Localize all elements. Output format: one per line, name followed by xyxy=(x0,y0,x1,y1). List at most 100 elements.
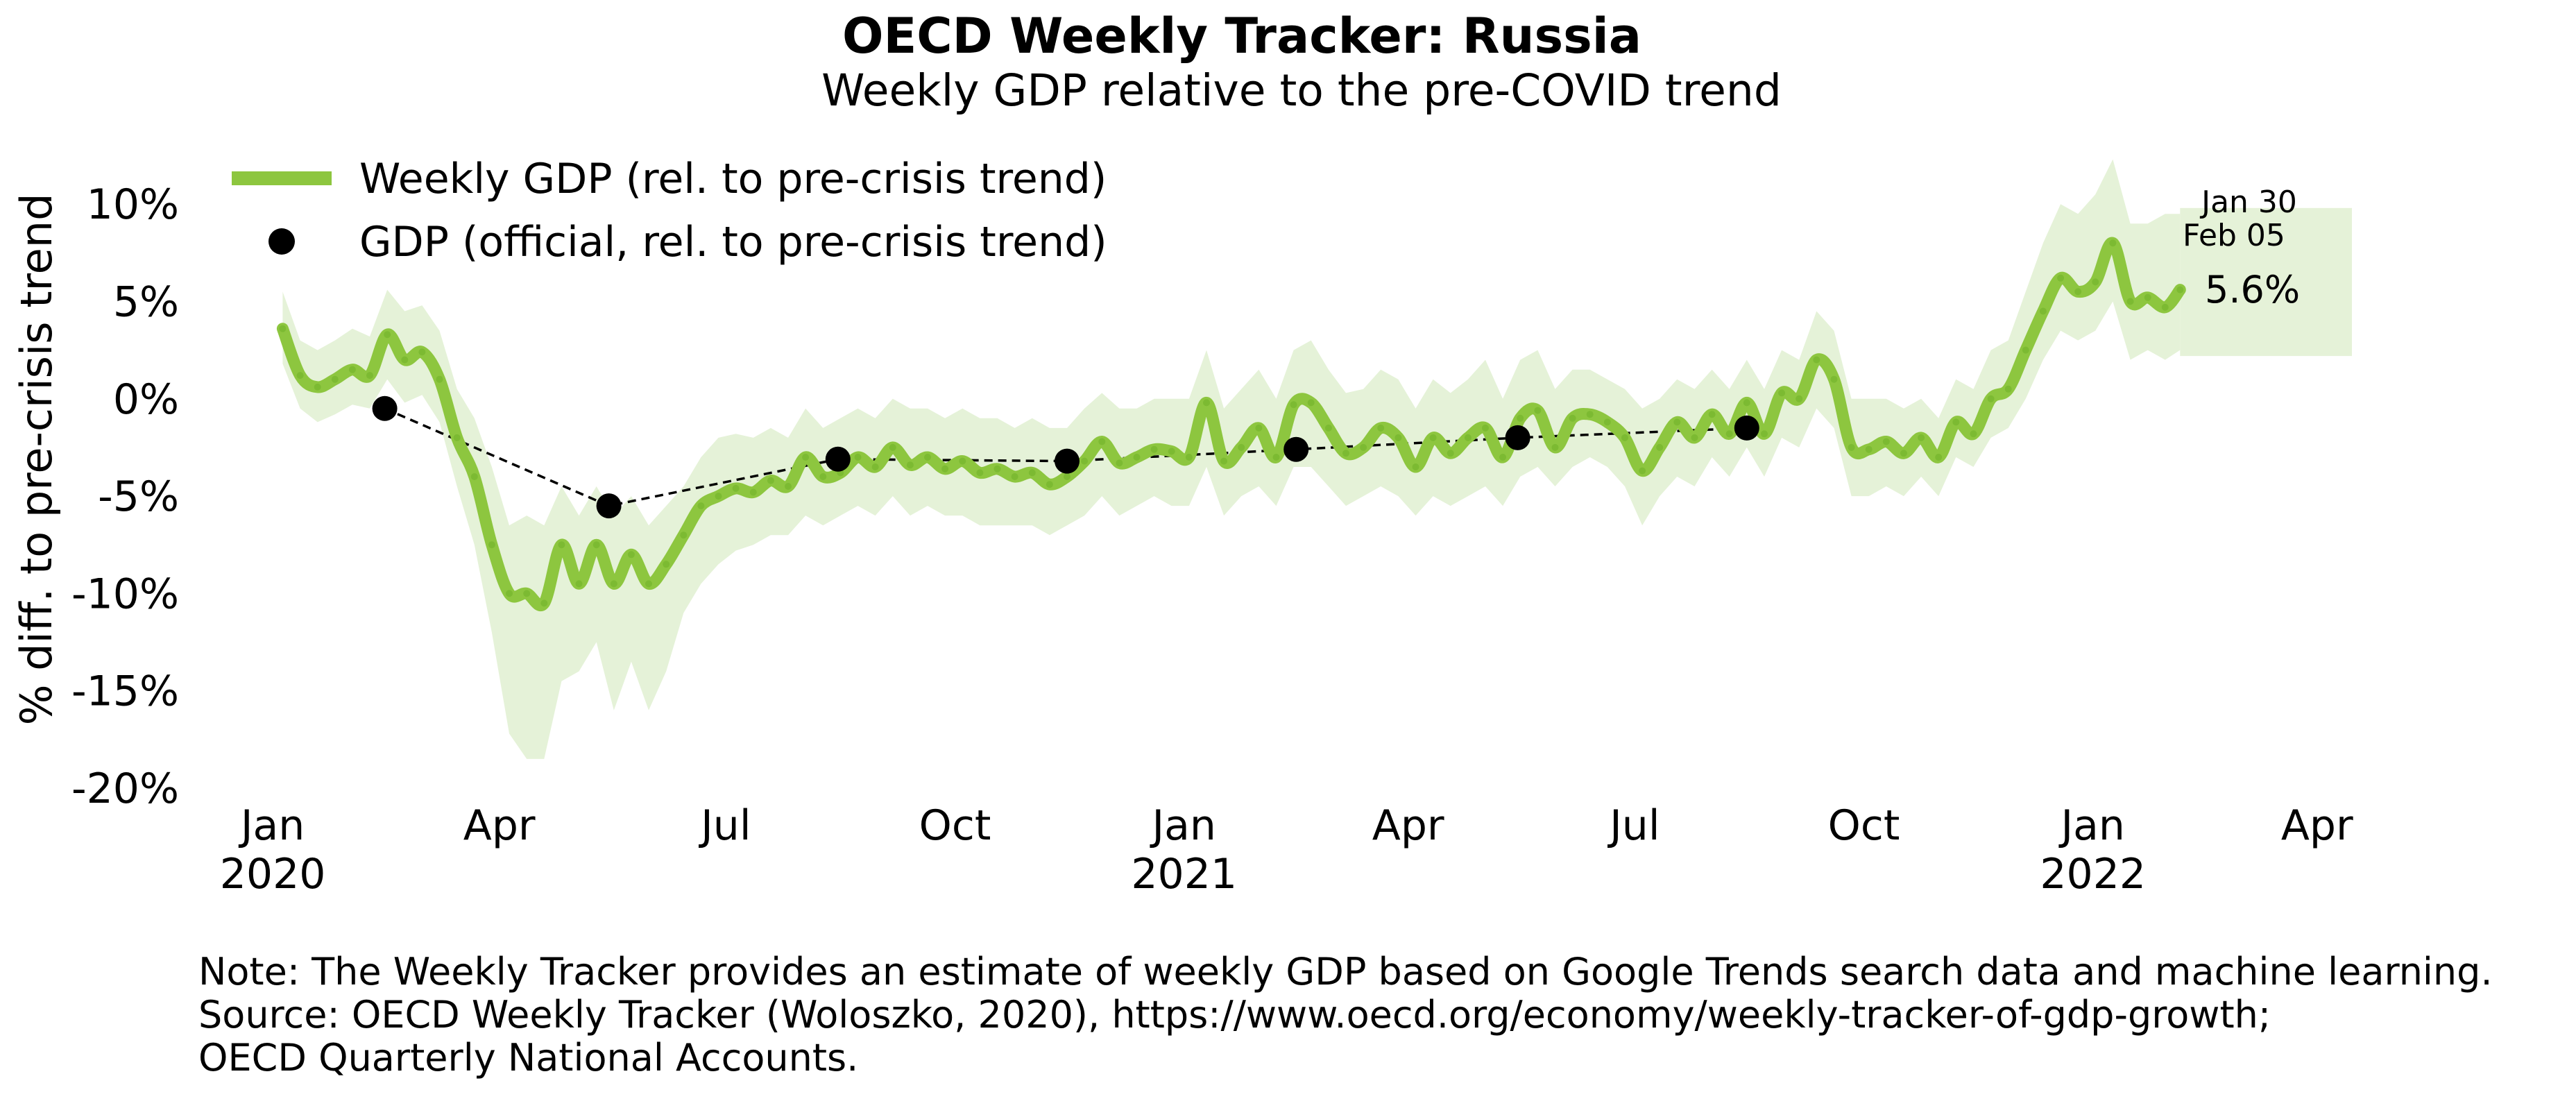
weekly-gdp-point xyxy=(697,502,705,510)
weekly-gdp-point xyxy=(1290,401,1297,409)
weekly-gdp-point xyxy=(436,375,443,383)
weekly-gdp-point xyxy=(1761,430,1768,438)
official-gdp-point xyxy=(1734,415,1759,441)
weekly-gdp-point xyxy=(453,434,461,441)
footnote-accounts: OECD Quarterly National Accounts. xyxy=(198,1036,859,1080)
weekly-gdp-point xyxy=(1534,407,1542,414)
weekly-gdp-point xyxy=(296,372,304,380)
official-gdp-point xyxy=(825,446,851,472)
weekly-gdp-point xyxy=(1882,438,1890,445)
legend-point-swatch xyxy=(268,228,295,255)
weekly-gdp-point xyxy=(1795,395,1803,402)
weekly-gdp-point xyxy=(1778,389,1786,397)
official-gdp-points xyxy=(372,395,1759,519)
weekly-gdp-point xyxy=(488,541,495,549)
weekly-gdp-point xyxy=(592,541,600,549)
x-tick-label: Jan xyxy=(1149,801,1216,850)
weekly-gdp-point xyxy=(1464,434,1472,441)
weekly-gdp-point xyxy=(1952,418,1960,426)
weekly-gdp-point xyxy=(384,331,391,339)
weekly-gdp-point xyxy=(1935,454,1943,461)
weekly-gdp-point xyxy=(366,372,373,380)
x-tick-label: Jul xyxy=(698,801,751,850)
weekly-gdp-point xyxy=(1673,418,1681,426)
weekly-gdp-point xyxy=(959,457,966,465)
official-gdp-point xyxy=(372,395,398,421)
weekly-gdp-point xyxy=(1551,443,1559,451)
weekly-gdp-point xyxy=(1011,473,1018,480)
x-tick-year-label: 2022 xyxy=(2040,850,2146,898)
weekly-gdp-point xyxy=(2161,303,2169,311)
chart-subtitle: Weekly GDP relative to the pre-COVID tre… xyxy=(821,65,1782,116)
weekly-gdp-point xyxy=(732,484,740,492)
official-gdp-point xyxy=(1283,436,1309,462)
weekly-gdp-point xyxy=(2039,307,2047,315)
weekly-gdp-point xyxy=(1691,434,1698,441)
weekly-gdp-point xyxy=(575,580,583,588)
y-tick-label: -5% xyxy=(98,472,179,521)
weekly-gdp-point xyxy=(1813,356,1820,364)
weekly-gdp-point xyxy=(819,473,827,480)
weekly-gdp-point xyxy=(506,590,513,597)
y-tick-label: 10% xyxy=(87,180,179,229)
y-tick-label: -10% xyxy=(71,570,179,618)
weekly-gdp-point xyxy=(767,477,774,484)
y-tick-label: -20% xyxy=(71,765,179,813)
legend-label-official: GDP (official, rel. to pre-crisis trend) xyxy=(359,218,1107,266)
footnote-source: Source: OECD Weekly Tracker (Woloszko, 2… xyxy=(198,993,2271,1037)
weekly-gdp-point xyxy=(1830,375,1838,383)
weekly-gdp-point xyxy=(941,465,949,472)
weekly-gdp-point xyxy=(871,463,879,470)
weekly-gdp-point xyxy=(2092,278,2099,286)
forecast-band xyxy=(2180,207,2352,357)
weekly-gdp-point xyxy=(1324,424,1332,432)
weekly-gdp-point xyxy=(1639,467,1646,475)
official-gdp-point xyxy=(1505,425,1530,450)
weekly-gdp-point xyxy=(1238,443,1245,451)
weekly-gdp-point xyxy=(470,473,478,480)
x-tick-label: Apr xyxy=(1372,801,1444,850)
weekly-gdp-point xyxy=(1586,411,1594,418)
weekly-gdp-path xyxy=(276,237,2186,611)
y-axis-label: % diff. to pre-crisis trend xyxy=(11,194,62,726)
weekly-gdp-point xyxy=(1203,399,1210,407)
weekly-gdp-point xyxy=(1708,411,1716,418)
weekly-gdp-point xyxy=(1028,469,1036,477)
weekly-gdp-point xyxy=(802,454,810,461)
x-tick-year-label: 2020 xyxy=(220,850,326,898)
weekly-gdp-point xyxy=(1482,424,1489,432)
weekly-gdp-point xyxy=(2126,298,2134,305)
weekly-gdp-point xyxy=(348,366,356,373)
latest-annotation: Jan 30 Feb 05 5.6% xyxy=(2183,185,2300,312)
weekly-gdp-point xyxy=(1394,434,1402,441)
weekly-gdp-point xyxy=(279,325,287,332)
weekly-gdp-point xyxy=(2109,239,2117,247)
weekly-gdp-point xyxy=(1499,454,1507,461)
weekly-gdp-point xyxy=(1360,443,1367,451)
y-tick-label: -15% xyxy=(71,667,179,716)
annotation-date-end: Feb 05 xyxy=(2183,218,2285,253)
weekly-gdp-point xyxy=(1272,454,1280,461)
weekly-gdp-point xyxy=(1970,430,1977,438)
weekly-gdp-point xyxy=(610,580,617,588)
chart-svg: OECD Weekly Tracker: Russia Weekly GDP r… xyxy=(11,8,2353,898)
weekly-gdp-point xyxy=(1918,434,1925,441)
weekly-gdp-point xyxy=(715,493,722,500)
annotation-latest-value: 5.6% xyxy=(2205,268,2300,312)
x-tick-label: Jan xyxy=(238,801,305,850)
weekly-gdp-point xyxy=(314,383,321,391)
legend: Weekly GDP (rel. to pre-crisis trend) GD… xyxy=(232,155,1107,266)
weekly-gdp-point xyxy=(1255,424,1263,432)
x-tick-label: Oct xyxy=(919,801,991,850)
y-tick-label: 5% xyxy=(113,278,179,327)
weekly-gdp-point xyxy=(627,551,635,559)
weekly-gdp-point xyxy=(1412,463,1419,470)
weekly-gdp-point xyxy=(331,375,339,383)
weekly-gdp-point xyxy=(1569,414,1576,422)
weekly-gdp-point xyxy=(2074,288,2082,296)
weekly-gdp-point xyxy=(1725,430,1733,438)
weekly-gdp-point xyxy=(1447,450,1454,457)
footnotes: Note: The Weekly Tracker provides an est… xyxy=(198,951,2493,1080)
weekly-gdp-point xyxy=(2057,274,2065,282)
